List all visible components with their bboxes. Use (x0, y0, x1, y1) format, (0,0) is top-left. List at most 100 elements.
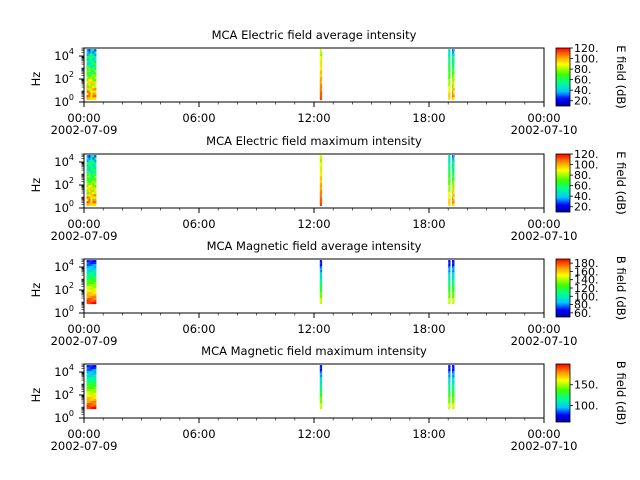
burst-cell (453, 284, 455, 287)
burst-cell (452, 171, 454, 174)
burst-cell (90, 76, 93, 80)
burst-cell (452, 406, 454, 410)
burst-cell (86, 297, 89, 301)
burst-cell (94, 159, 97, 163)
burst-cell (452, 178, 454, 181)
burst-cell (90, 396, 93, 400)
burst-cell (452, 196, 454, 200)
burst-cell (449, 173, 451, 177)
burst-cell (86, 56, 89, 59)
burst-cell (90, 377, 93, 380)
burst-cell (452, 185, 454, 188)
burst-cell (86, 284, 89, 287)
burst-cell (448, 65, 450, 68)
burst-cell (319, 396, 322, 400)
burst-cell (449, 396, 451, 400)
burst-cell (88, 260, 91, 263)
burst-cell (86, 155, 89, 158)
burst-cell (94, 371, 97, 374)
burst-cell (453, 155, 454, 158)
burst-cell (453, 72, 455, 75)
colorbar-tick-label: 60. (574, 74, 592, 87)
burst-cell (320, 187, 323, 190)
burst-4 (452, 365, 455, 410)
burst-cell (90, 291, 93, 295)
burst-cell (88, 373, 91, 376)
burst-cell (453, 389, 455, 392)
y-tick-label: 100 (54, 199, 74, 215)
burst-cell (94, 398, 97, 402)
burst-cell (453, 88, 454, 91)
burst-cell (90, 166, 93, 170)
burst-cell (452, 173, 454, 177)
burst-cell (453, 58, 454, 61)
x-tick-label: 06:00 (182, 111, 215, 125)
burst-cell (94, 289, 97, 293)
plot-frame (83, 363, 545, 419)
burst-cell (448, 56, 450, 59)
burst-cell (449, 92, 451, 96)
burst-cell (92, 299, 95, 303)
burst-cell (449, 159, 451, 163)
burst-cell (452, 189, 454, 193)
burst-cell (94, 377, 97, 380)
burst-cell (452, 90, 454, 94)
burst-cell (452, 97, 454, 100)
burst-cell (449, 164, 451, 167)
burst-cell (448, 299, 450, 303)
burst-cell (92, 301, 95, 305)
burst-cell (88, 272, 91, 275)
burst-cell (449, 289, 451, 293)
burst-cell (90, 369, 93, 372)
burst-2 (319, 155, 323, 206)
burst-cell (94, 180, 97, 183)
burst-cell (90, 60, 93, 64)
burst-cell (449, 95, 451, 98)
burst-1 (86, 49, 97, 100)
burst-cell (449, 389, 451, 392)
burst-cell (449, 175, 451, 179)
panel-3: MCA Magnetic field average intensity 100 1… (29, 239, 628, 348)
burst-cell (452, 67, 454, 71)
burst-cell (452, 76, 453, 80)
burst-cell (92, 178, 95, 181)
burst-cell (448, 53, 450, 57)
burst-cell (320, 62, 323, 66)
burst-cell (449, 97, 451, 100)
burst-cell (90, 371, 93, 374)
burst-4 (452, 49, 455, 100)
burst-cell (452, 159, 454, 163)
burst-cell (452, 81, 454, 84)
burst-cell (94, 83, 97, 87)
burst-cell (453, 155, 455, 158)
burst-cell (449, 65, 451, 68)
burst-cell (452, 53, 454, 57)
burst-cell (453, 367, 455, 370)
burst-cell (94, 76, 97, 80)
burst-cell (88, 390, 91, 394)
burst-cell (452, 293, 454, 297)
burst-cell (92, 278, 95, 281)
burst-cell (319, 276, 322, 279)
burst-cell (86, 92, 89, 96)
burst-cell (92, 173, 95, 177)
burst-cell (88, 299, 91, 303)
colorbar-tick-label: 80. (574, 169, 592, 182)
burst-cell (453, 369, 455, 372)
colorbar: 100. 150. B field (dB) (555, 361, 628, 425)
burst-cell (92, 198, 95, 202)
burst-cell (92, 62, 95, 66)
burst-cell (448, 404, 450, 408)
burst-cell (88, 53, 91, 57)
burst-cell (86, 385, 89, 388)
burst-cell (94, 268, 97, 271)
burst-cell (452, 56, 454, 59)
colorbar-gradient (555, 258, 571, 318)
burst-cell (453, 289, 455, 293)
burst-cell (88, 62, 91, 66)
burst-cell (320, 74, 323, 77)
burst-cell (452, 83, 454, 87)
burst-cell (319, 60, 322, 64)
burst-cell (320, 196, 323, 200)
burst-cell (320, 262, 323, 265)
